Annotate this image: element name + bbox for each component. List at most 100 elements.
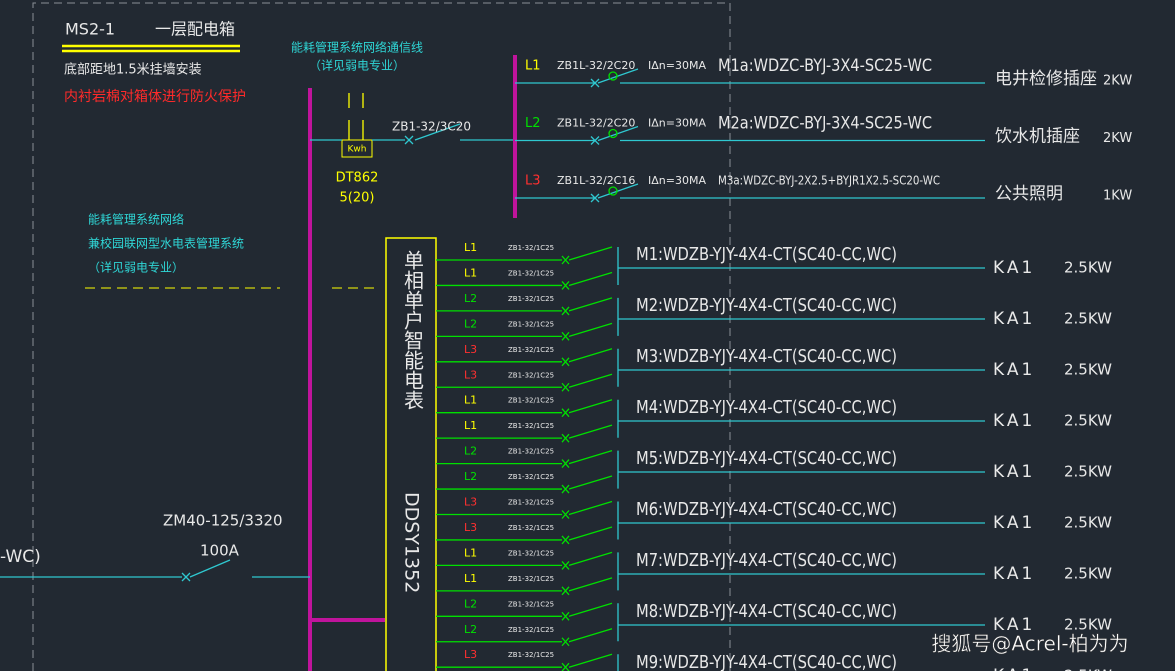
outgoing-cable: M2:WDZB-YJY-4X4-CT(SC40-CC,WC)	[636, 295, 897, 316]
meter-breaker-phase: L1	[464, 572, 477, 585]
panel-border	[32, 2, 731, 671]
comm-note: 能耗管理系统网络通信线	[291, 40, 423, 55]
meter-breaker-phase: L3	[464, 343, 477, 356]
meter-breaker-phase: L3	[464, 496, 477, 509]
meter-breaker-line	[436, 373, 613, 392]
meter-breaker-model: ZB1-32/1C25	[508, 244, 554, 252]
meter-breaker-model: ZB1-32/1C25	[508, 346, 554, 354]
network-note: 兼校园联网型水电表管理系统	[88, 236, 244, 251]
meter-breaker-model: ZB1-32/1C25	[508, 269, 554, 277]
phase-label: L3	[525, 174, 541, 189]
outgoing-power: 2.5KW	[1064, 412, 1112, 430]
feeder-load: 电井检修插座	[995, 69, 1097, 89]
meter-box-name: 单相单户智能电表	[401, 250, 425, 410]
feeder-breaker: ZB1L-32/2C16	[557, 174, 635, 187]
feeder-cable: M1a:WDZC-BYJ-3X4-SC25-WC	[718, 56, 932, 76]
outgoing-cable: M7:WDZB-YJY-4X4-CT(SC40-CC,WC)	[636, 550, 897, 571]
outgoing-power: 2.5KW	[1064, 310, 1112, 328]
meter-breaker-line	[436, 475, 613, 494]
meter-breaker-line	[436, 246, 613, 265]
outgoing-power: 2.5KW	[1064, 565, 1112, 583]
outgoing-load: KA1	[993, 309, 1035, 329]
outgoing-load: KA1	[993, 411, 1035, 431]
outgoing-load: KA1	[993, 564, 1035, 584]
meter-breaker-phase: L1	[464, 241, 477, 254]
outgoing-line	[617, 348, 985, 387]
outgoing-cable: M1:WDZB-YJY-4X4-CT(SC40-CC,WC)	[636, 244, 897, 265]
meter-breaker-model: ZB1-32/1C25	[508, 422, 554, 430]
meter-breaker-model: ZB1-32/1C25	[508, 575, 554, 583]
incoming-line	[0, 559, 310, 582]
feeder-cable: M3a:WDZC-BYJ-2X2.5+BYJR1X2.5-SC20-WC	[718, 174, 940, 188]
meter-comm-lines	[348, 93, 364, 140]
meter-breaker-model: ZB1-32/1C25	[508, 600, 554, 608]
meter-breaker-line	[436, 628, 613, 647]
meter-breaker-line	[436, 551, 613, 570]
rcd-symbol	[608, 186, 618, 196]
meter-box-model: DDSY1352	[401, 492, 423, 593]
feeder-power: 1KW	[1103, 189, 1132, 204]
feeder-line	[515, 125, 985, 145]
outgoing-power: 2.5KW	[1064, 616, 1112, 634]
meter-breaker-line	[436, 577, 613, 596]
outgoing-load: KA1	[993, 513, 1035, 533]
meter-breaker-model: ZB1-32/1C25	[508, 371, 554, 379]
feeder-cable: M2a:WDZC-BYJ-3X4-SC25-WC	[718, 114, 932, 134]
meter-breaker-phase: L1	[464, 266, 477, 279]
watermark: 搜狐号@Acrel-柏为为	[931, 632, 1128, 656]
outgoing-load: KA1	[993, 666, 1035, 671]
outgoing-power: 2.5KW	[1064, 361, 1112, 379]
feeder-load: 饮水机插座	[995, 127, 1080, 147]
meter-breaker-model: ZB1-32/1C25	[508, 320, 554, 328]
meter-breaker-phase: L3	[464, 368, 477, 381]
feeder-power: 2KW	[1103, 74, 1132, 89]
meter-symbol: Kwh	[348, 145, 367, 155]
outgoing-line	[617, 297, 985, 336]
meter-breaker-phase: L3	[464, 521, 477, 534]
panel-id: MS2-1	[65, 20, 115, 39]
meter-breaker-line	[436, 653, 613, 671]
meter-breaker-model: ZB1-32/1C25	[508, 499, 554, 507]
rcd-symbol	[608, 128, 618, 139]
outgoing-line	[617, 450, 985, 489]
meter-breaker-line	[436, 297, 613, 316]
mount-note: 底部距地1.5米挂墙安装	[64, 62, 202, 78]
meter-breaker-line	[436, 602, 613, 621]
meter-breaker-phase: L2	[464, 623, 477, 636]
outgoing-line	[617, 552, 985, 591]
outgoing-line	[617, 399, 985, 438]
meter-breaker-line	[436, 322, 613, 341]
outgoing-line	[617, 654, 619, 671]
outgoing-cable: M9:WDZB-YJY-4X4-CT(SC40-CC,WC)	[636, 652, 897, 671]
panel-title: 一层配电箱	[155, 20, 235, 39]
outgoing-power: 2.5KW	[1064, 463, 1112, 481]
meter-breaker-model: ZB1-32/1C25	[508, 651, 554, 659]
meter-breaker-phase: L1	[464, 394, 477, 407]
outgoing-cable: M6:WDZB-YJY-4X4-CT(SC40-CC,WC)	[636, 499, 897, 520]
feeder-load: 公共照明	[995, 184, 1063, 204]
outgoing-line	[617, 247, 985, 285]
meter-breaker-model: ZB1-32/1C25	[508, 473, 554, 481]
incoming-cable: -WC)	[0, 547, 41, 567]
meter-breaker-model: ZB1-32/1C25	[508, 626, 554, 634]
phase-label: L2	[525, 116, 541, 131]
meter-breaker-line	[436, 500, 613, 519]
meter-symbol-box	[341, 139, 373, 158]
feeder-power: 2KW	[1103, 131, 1132, 146]
meter-breaker-line	[436, 449, 613, 469]
main-busbar	[308, 88, 385, 671]
meter-breaker-phase: L2	[464, 292, 477, 305]
rcd-symbol	[608, 71, 618, 81]
outgoing-load: KA1	[993, 615, 1035, 635]
outgoing-load: KA1	[993, 462, 1035, 482]
meter-breaker-model: ZB1-32/1C25	[508, 448, 554, 456]
branch-line	[310, 123, 515, 145]
meter-breaker-line	[436, 271, 613, 290]
meter-breaker-line	[436, 526, 613, 545]
incoming-breaker: ZM40-125/3320	[163, 512, 283, 530]
outgoing-line	[617, 501, 985, 540]
meter-breaker-model: ZB1-32/1C25	[508, 549, 554, 557]
fire-note: 内衬岩棉对箱体进行防火保护	[64, 88, 246, 105]
